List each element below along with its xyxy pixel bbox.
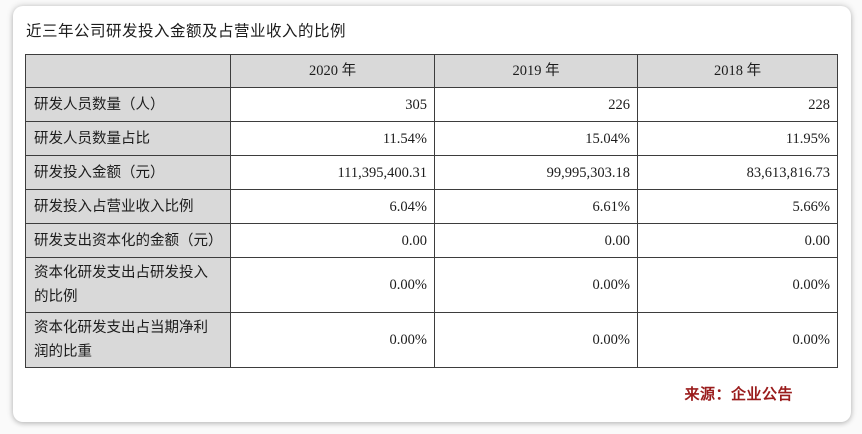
table-row: 研发人员数量（人） 305 226 228 [25, 87, 838, 122]
header-cell-2019: 2019 年 [434, 54, 638, 88]
row-value: 111,395,400.31 [230, 155, 435, 190]
row-value: 0.00% [434, 257, 638, 313]
row-value: 0.00 [230, 223, 435, 258]
header-cell-2020: 2020 年 [230, 54, 435, 88]
table-row: 资本化研发支出占研发投入 的比例 0.00% 0.00% 0.00% [25, 257, 838, 313]
row-value: 11.95% [637, 121, 838, 156]
row-label: 研发支出资本化的金额（元） [25, 223, 231, 258]
row-value: 0.00 [637, 223, 838, 258]
rd-investment-table: 2020 年 2019 年 2018 年 研发人员数量（人） 305 226 228 研… [25, 54, 838, 368]
table-row: 研发支出资本化的金额（元） 0.00 0.00 0.00 [25, 223, 838, 258]
row-value: 6.04% [230, 189, 435, 224]
row-value: 5.66% [637, 189, 838, 224]
table-header-row: 2020 年 2019 年 2018 年 [25, 54, 838, 88]
row-value: 99,995,303.18 [434, 155, 638, 190]
row-value: 0.00% [637, 257, 838, 313]
row-value: 11.54% [230, 121, 435, 156]
row-label: 研发人员数量占比 [25, 121, 231, 156]
table-row: 研发人员数量占比 11.54% 15.04% 11.95% [25, 121, 838, 156]
row-label: 研发人员数量（人） [25, 87, 231, 122]
row-label: 资本化研发支出占研发投入 的比例 [25, 257, 231, 313]
table-row: 研发投入占营业收入比例 6.04% 6.61% 5.66% [25, 189, 838, 224]
row-value: 305 [230, 87, 435, 122]
row-label: 资本化研发支出占当期净利 润的比重 [25, 312, 231, 368]
row-value: 0.00% [230, 312, 435, 368]
table-body: 研发人员数量（人） 305 226 228 研发人员数量占比 11.54% 15.04% 11… [25, 87, 838, 368]
row-value: 83,613,816.73 [637, 155, 838, 190]
announcement-card: 近三年公司研发投入金额及占营业收入的比例 2020 年 2019 年 2018 … [13, 6, 851, 422]
table-row: 资本化研发支出占当期净利 润的比重 0.00% 0.00% 0.00% [25, 312, 838, 368]
source-label: 来源：企业公告 [684, 387, 793, 403]
row-value: 6.61% [434, 189, 638, 224]
row-value: 228 [637, 87, 838, 122]
table-row: 研发投入金额（元） 111,395,400.31 99,995,303.18 83,6… [25, 155, 838, 190]
row-value: 15.04% [434, 121, 638, 156]
row-value: 0.00% [230, 257, 435, 313]
row-value: 0.00% [637, 312, 838, 368]
header-cell-empty [25, 54, 231, 88]
header-cell-2018: 2018 年 [637, 54, 838, 88]
row-value: 226 [434, 87, 638, 122]
row-value: 0.00 [434, 223, 638, 258]
row-value: 0.00% [434, 312, 638, 368]
page-title: 近三年公司研发投入金额及占营业收入的比例 [26, 23, 347, 40]
row-label: 研发投入占营业收入比例 [25, 189, 231, 224]
row-label: 研发投入金额（元） [25, 155, 231, 190]
